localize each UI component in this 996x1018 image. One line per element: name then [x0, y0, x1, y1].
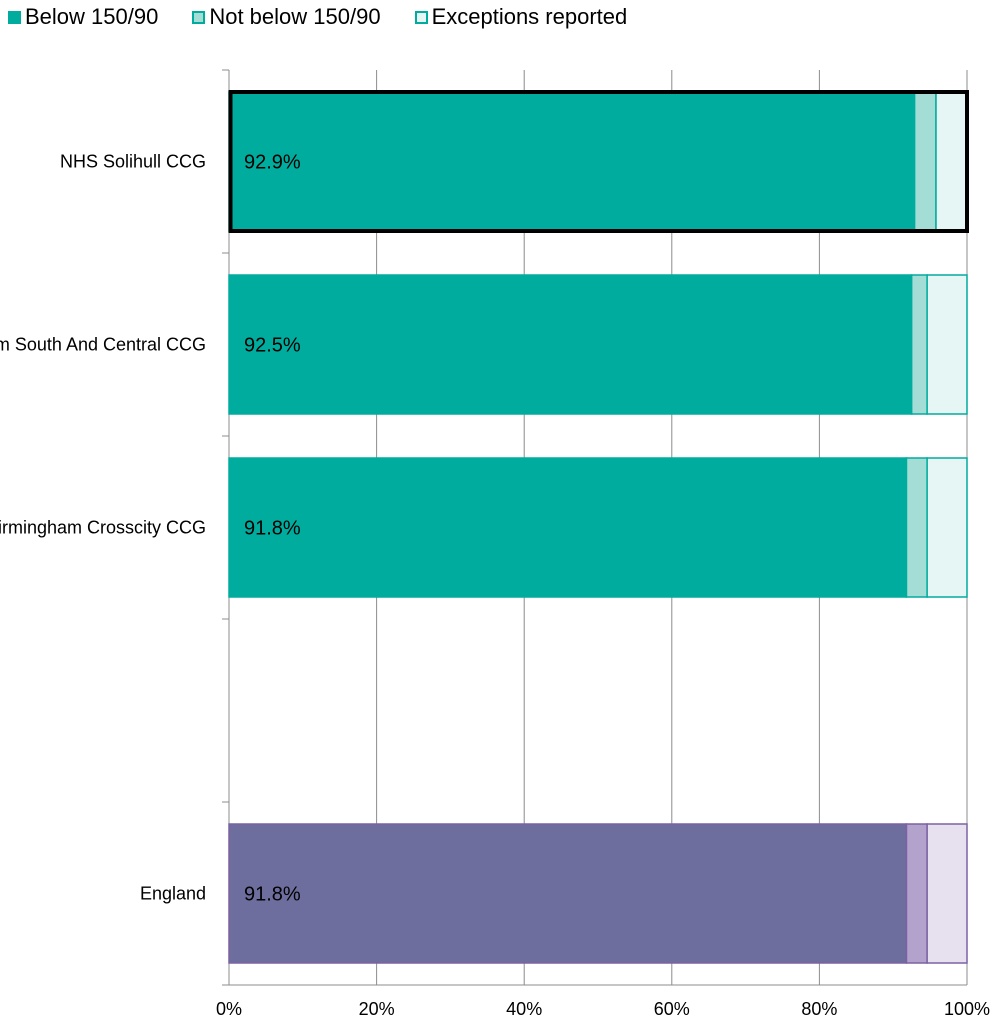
data-label: 92.9%	[244, 152, 301, 174]
x-tick-label: 60%	[654, 999, 690, 1018]
legend-swatch-exceptions	[414, 10, 428, 24]
bar-segment	[926, 274, 968, 415]
category-label: NHS Birmingham South And Central CCG	[0, 335, 206, 355]
bar-segment	[926, 823, 968, 964]
bar-segment	[913, 91, 937, 232]
legend-label-not-below: Not below 150/90	[209, 4, 381, 29]
bar-segment	[228, 823, 908, 964]
category-label: England	[140, 884, 206, 904]
bar-segment	[228, 91, 916, 232]
legend-item-exceptions: Exceptions reported	[414, 4, 628, 30]
x-tick-label: 20%	[359, 999, 395, 1018]
legend: Below 150/90 Not below 150/90 Exceptions…	[8, 2, 661, 32]
x-tick-label: 80%	[801, 999, 837, 1018]
bar-segment	[905, 457, 928, 598]
category-label: NHS Birmingham Crosscity CCG	[0, 518, 206, 538]
data-label: 92.5%	[244, 335, 301, 357]
legend-swatch-not-below	[192, 10, 206, 24]
bar-segment	[910, 274, 928, 415]
data-label: 91.8%	[244, 518, 301, 540]
category-label: NHS Solihull CCG	[60, 152, 206, 172]
data-label: 91.8%	[244, 884, 301, 906]
legend-item-not-below: Not below 150/90	[192, 4, 381, 30]
legend-item-below: Below 150/90	[8, 4, 158, 30]
bar-segment	[228, 274, 913, 415]
bar-segment	[905, 823, 928, 964]
bar-segment	[926, 457, 968, 598]
highlight-outline	[228, 90, 969, 233]
x-tick-label: 0%	[216, 999, 242, 1018]
bar-segment	[935, 91, 968, 232]
legend-swatch-below	[8, 10, 21, 24]
x-tick-label: 100%	[944, 999, 990, 1018]
bar-segment	[228, 457, 908, 598]
x-tick-label: 40%	[506, 999, 542, 1018]
legend-label-below: Below 150/90	[25, 4, 159, 29]
legend-label-exceptions: Exceptions reported	[431, 4, 628, 29]
